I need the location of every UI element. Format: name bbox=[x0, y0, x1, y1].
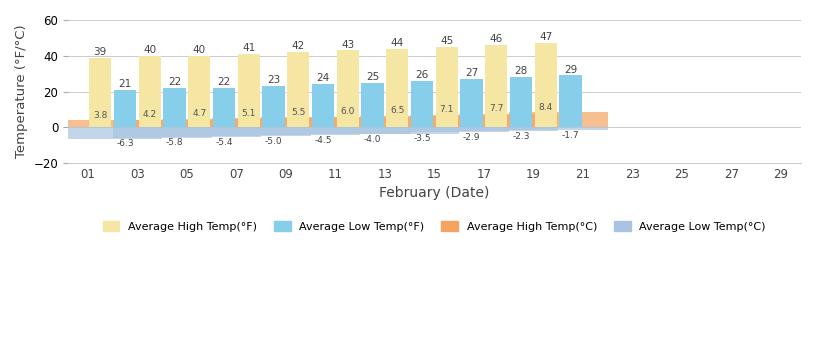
Text: 39: 39 bbox=[94, 47, 107, 57]
Bar bbox=[360, 127, 459, 134]
Text: 3.8: 3.8 bbox=[93, 111, 107, 120]
Bar bbox=[287, 52, 310, 127]
Bar bbox=[386, 49, 408, 127]
Text: 7.1: 7.1 bbox=[440, 105, 454, 114]
Bar bbox=[262, 86, 285, 127]
Bar bbox=[361, 83, 383, 127]
Bar bbox=[459, 127, 558, 131]
Bar bbox=[559, 75, 582, 127]
Text: 5.1: 5.1 bbox=[242, 109, 256, 118]
Bar bbox=[261, 117, 360, 127]
Text: 40: 40 bbox=[193, 45, 206, 55]
Bar bbox=[162, 127, 261, 137]
Text: 40: 40 bbox=[143, 45, 156, 55]
Bar bbox=[535, 43, 557, 127]
Text: -2.3: -2.3 bbox=[512, 132, 530, 141]
Text: 6.0: 6.0 bbox=[340, 107, 355, 116]
Bar bbox=[139, 56, 161, 127]
Bar bbox=[63, 121, 162, 127]
Bar bbox=[509, 127, 608, 130]
Text: 41: 41 bbox=[242, 43, 256, 53]
Text: 45: 45 bbox=[440, 36, 453, 46]
Text: -4.5: -4.5 bbox=[315, 136, 332, 145]
Text: 21: 21 bbox=[119, 79, 132, 89]
Text: 6.5: 6.5 bbox=[390, 106, 404, 115]
Bar bbox=[212, 88, 235, 127]
Text: -6.3: -6.3 bbox=[116, 139, 134, 148]
Bar bbox=[310, 117, 409, 127]
Bar bbox=[310, 127, 409, 134]
Text: -5.0: -5.0 bbox=[265, 137, 282, 146]
Text: 7.7: 7.7 bbox=[489, 104, 503, 113]
Text: 5.5: 5.5 bbox=[291, 108, 305, 117]
Bar bbox=[212, 127, 310, 136]
Text: 23: 23 bbox=[266, 75, 280, 85]
Text: -4.0: -4.0 bbox=[364, 135, 381, 144]
Bar bbox=[510, 77, 532, 127]
Bar bbox=[212, 118, 310, 127]
Bar bbox=[188, 56, 210, 127]
Bar bbox=[485, 45, 507, 127]
Bar bbox=[114, 90, 136, 127]
Text: 8.4: 8.4 bbox=[539, 103, 553, 112]
Text: 29: 29 bbox=[564, 64, 577, 75]
Bar bbox=[436, 47, 458, 127]
X-axis label: February (Date): February (Date) bbox=[379, 186, 490, 201]
Bar bbox=[461, 79, 482, 127]
Bar bbox=[360, 116, 459, 127]
Bar bbox=[409, 115, 509, 127]
Bar bbox=[409, 127, 509, 132]
Bar bbox=[113, 127, 212, 138]
Text: -3.5: -3.5 bbox=[413, 134, 431, 143]
Bar bbox=[162, 119, 261, 127]
Bar bbox=[261, 127, 360, 135]
Bar bbox=[63, 127, 162, 139]
Text: 46: 46 bbox=[490, 34, 503, 44]
Text: 24: 24 bbox=[316, 73, 330, 84]
Bar bbox=[237, 54, 260, 127]
Bar bbox=[89, 58, 111, 127]
Text: 25: 25 bbox=[366, 72, 379, 82]
Text: 26: 26 bbox=[415, 70, 428, 80]
Legend: Average High Temp(°F), Average Low Temp(°F), Average High Temp(°C), Average Low : Average High Temp(°F), Average Low Temp(… bbox=[98, 216, 770, 236]
Bar bbox=[336, 50, 359, 127]
Bar bbox=[509, 112, 608, 127]
Text: -1.7: -1.7 bbox=[562, 131, 579, 140]
Text: -2.9: -2.9 bbox=[462, 133, 481, 142]
Bar bbox=[164, 88, 186, 127]
Text: 47: 47 bbox=[539, 32, 552, 42]
Bar bbox=[312, 84, 334, 127]
Text: 4.7: 4.7 bbox=[192, 109, 207, 118]
Text: 4.2: 4.2 bbox=[143, 110, 157, 119]
Text: 44: 44 bbox=[391, 38, 404, 48]
Bar bbox=[113, 120, 212, 127]
Y-axis label: Temperature (°F/°C): Temperature (°F/°C) bbox=[15, 25, 28, 158]
Text: 28: 28 bbox=[515, 66, 528, 76]
Bar bbox=[459, 114, 558, 127]
Text: 42: 42 bbox=[291, 41, 305, 51]
Text: -5.4: -5.4 bbox=[215, 138, 232, 147]
Text: 27: 27 bbox=[465, 68, 478, 78]
Text: 22: 22 bbox=[217, 77, 231, 87]
Text: -5.8: -5.8 bbox=[166, 138, 183, 147]
Text: 22: 22 bbox=[168, 77, 181, 87]
Bar bbox=[411, 81, 433, 127]
Text: 43: 43 bbox=[341, 39, 354, 50]
